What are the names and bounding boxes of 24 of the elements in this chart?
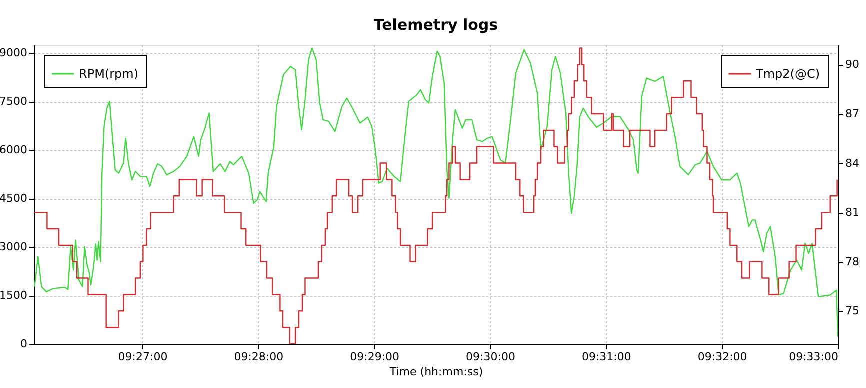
y-tick-label: 4500 bbox=[0, 192, 28, 206]
y-tick-label: 6000 bbox=[0, 144, 28, 157]
x-axis-title: Time (hh:mm:ss) bbox=[388, 366, 484, 378]
y2-tick-label: 81 bbox=[846, 206, 860, 220]
y2-tick-label: 84 bbox=[846, 156, 860, 170]
y-tick-label: 3000 bbox=[0, 240, 28, 254]
x-tick-label: 09:33:00 bbox=[789, 350, 838, 364]
y-tick-label: 9000 bbox=[0, 46, 28, 60]
y2-tick-label: 90 bbox=[846, 58, 860, 72]
x-tick-label: 09:27:00 bbox=[118, 350, 168, 364]
y2-tick-label: 78 bbox=[846, 255, 860, 268]
y2-tick-label: 75 bbox=[846, 304, 860, 318]
x-tick-label: 09:28:00 bbox=[234, 350, 284, 364]
x-tick-label: 09:29:00 bbox=[350, 350, 400, 364]
legend-label: RPM(rpm) bbox=[79, 67, 139, 81]
chart-title: Telemetry logs bbox=[374, 16, 498, 34]
x-tick-label: 09:32:00 bbox=[698, 350, 748, 364]
x-tick-label: 09:31:00 bbox=[582, 350, 632, 364]
x-tick-label: 09:30:00 bbox=[466, 350, 516, 364]
y-tick-label: 0 bbox=[20, 338, 28, 350]
legend-label: Tmp2(@C) bbox=[755, 67, 820, 81]
y-tick-label: 7500 bbox=[0, 95, 28, 108]
y-tick-label: 1500 bbox=[0, 289, 28, 302]
y2-tick-label: 87 bbox=[846, 108, 860, 120]
